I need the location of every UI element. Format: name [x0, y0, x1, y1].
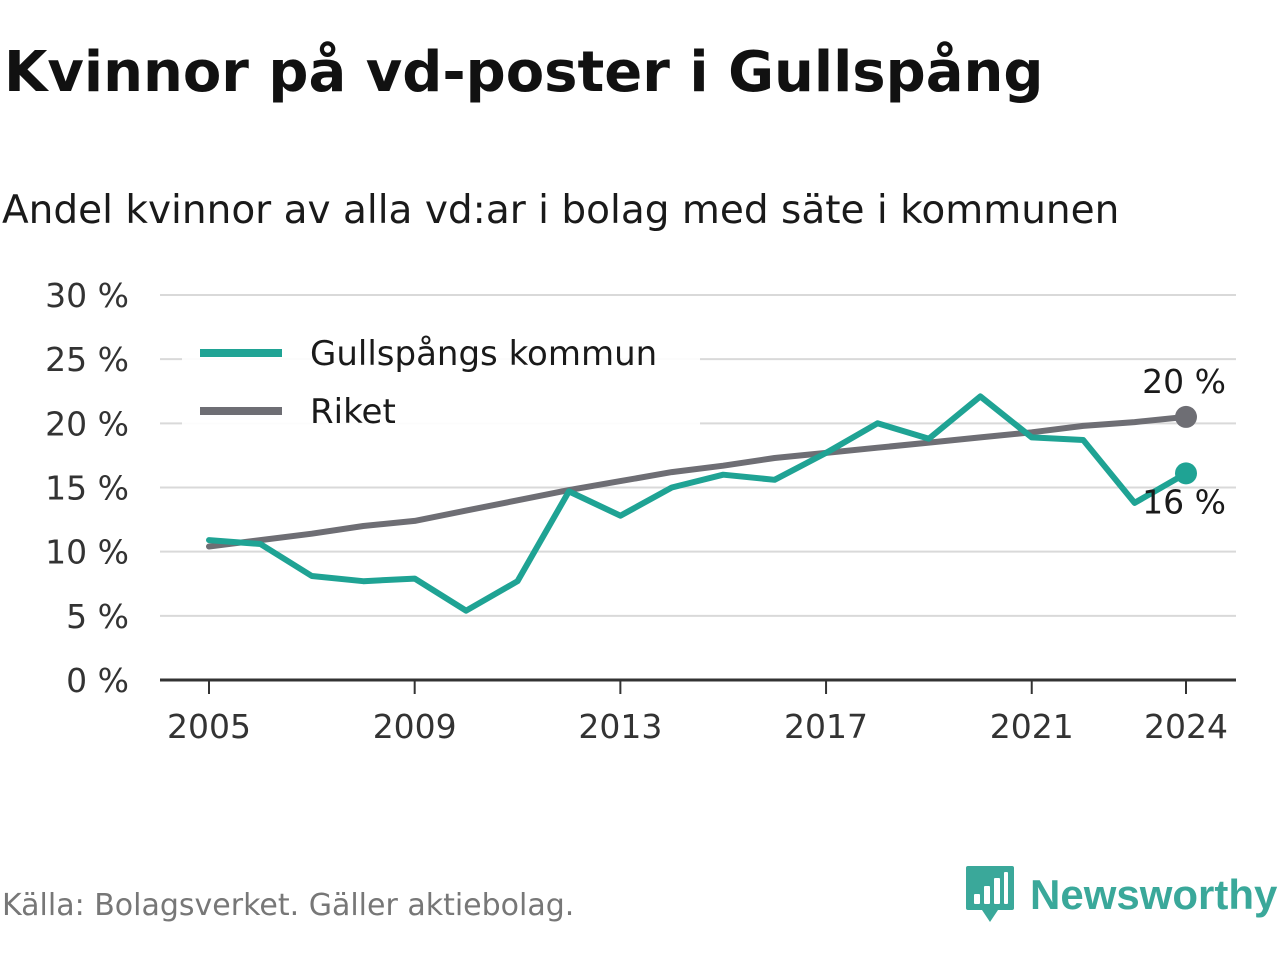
bar-chart-badge-icon: [966, 866, 1014, 922]
line-chart: 0 % 5 % 10 % 15 % 20 % 25 % 30 % 2005 2009 2013 20…: [45, 276, 1236, 746]
chart-subtitle: Andel kvinnor av alla vd:ar i bolag med …: [2, 188, 1120, 233]
legend-label-riket: Riket: [310, 392, 396, 432]
y-tick-label-20: 20 %: [45, 404, 129, 443]
brand-name: Newsworthy: [1030, 871, 1278, 918]
y-tick-label-30: 30 %: [45, 276, 129, 315]
x-tick-label-2024: 2024: [1144, 707, 1228, 746]
x-tick-label-2013: 2013: [578, 707, 662, 746]
series-line-gullspang: [206, 393, 1189, 614]
end-label-gullspang: 16 %: [1142, 482, 1226, 521]
x-tick-label-2017: 2017: [784, 707, 868, 746]
end-point-riket: [1175, 405, 1197, 428]
chart-title: Kvinnor på vd-poster i Gullspång: [4, 40, 1044, 105]
y-tick-label-15: 15 %: [45, 469, 129, 508]
y-tick-label-0: 0 %: [66, 661, 129, 700]
end-labels: 20 % 16 %: [1142, 362, 1226, 521]
x-tick-label-2009: 2009: [373, 707, 457, 746]
brand-logo-group: Newsworthy: [964, 862, 1277, 928]
end-label-riket: 20 %: [1142, 362, 1226, 401]
y-tick-label-5: 5 %: [66, 597, 129, 636]
series-lines: [206, 393, 1197, 614]
y-tick-label-10: 10 %: [45, 533, 129, 572]
y-tick-label-25: 25 %: [45, 340, 129, 379]
legend-label-gullspang: Gullspångs kommun: [310, 334, 657, 374]
axes: 0 % 5 % 10 % 15 % 20 % 25 % 30 % 2005 2009 2013 20…: [45, 276, 1236, 746]
x-tick-label-2021: 2021: [990, 707, 1074, 746]
x-tick-label-2005: 2005: [167, 707, 251, 746]
legend: Gullspångs kommun Riket: [182, 318, 700, 432]
end-point-gullspang: [1175, 462, 1197, 485]
source-note: Källa: Bolagsverket. Gäller aktiebolag.: [2, 888, 575, 923]
